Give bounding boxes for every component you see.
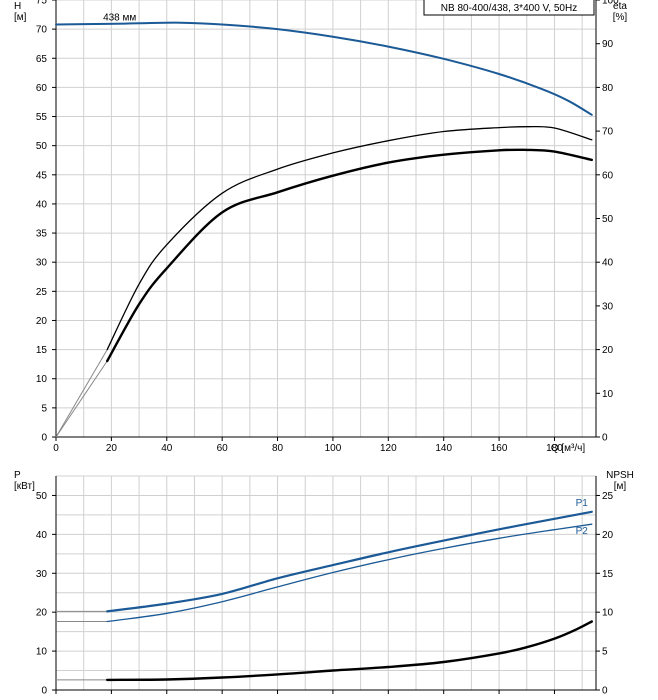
y-right-tick-label: 90: [602, 39, 614, 50]
y-tick-label: 0: [41, 686, 47, 697]
y-axis-title: H [м]: [14, 1, 27, 23]
x-tick-label: 60: [217, 443, 229, 454]
x-tick-label: 40: [161, 443, 173, 454]
y-tick-label: 40: [36, 199, 48, 210]
title-box: [423, 0, 595, 16]
chart-title: NB 80-400/438, 3*400 V, 50Hz: [441, 3, 577, 14]
y-tick-label: 75: [36, 0, 48, 7]
y-right-tick-label: 30: [602, 301, 614, 312]
y-tick-label: 20: [36, 316, 48, 327]
y-tick-label: 50: [36, 141, 48, 152]
y-right-tick-label: 40: [602, 258, 614, 269]
y-right-tick-label: 15: [602, 569, 614, 580]
y-tick-label: 10: [36, 374, 48, 385]
y-tick-label: 30: [36, 569, 48, 580]
y-tick-label: 55: [36, 112, 48, 123]
y-tick-label: 50: [36, 491, 48, 502]
y-right-tick-label: 0: [602, 433, 608, 444]
series-line: [106, 620, 593, 682]
axis-labels: 0510152025303540455055606570750102030405…: [14, 0, 634, 697]
y-right-tick-label: 70: [602, 127, 614, 138]
x-tick-label: 140: [435, 443, 452, 454]
x-tick-label: 120: [380, 443, 397, 454]
series-line: [106, 148, 593, 363]
y-right-tick-label: 60: [602, 170, 614, 181]
x-tick-label: 20: [106, 443, 118, 454]
y-right-axis-title: eta [%]: [613, 1, 628, 23]
y-tick-label: 60: [36, 83, 48, 94]
y-right-tick-label: 5: [602, 647, 608, 658]
series-extension: [55, 349, 108, 438]
y-tick-label: 40: [36, 530, 48, 541]
head-efficiency-grid: [52, 0, 600, 441]
series-line: [106, 510, 593, 613]
y-tick-label: 65: [36, 54, 48, 65]
y-tick-label: 35: [36, 229, 48, 240]
y-right-axis-title: NPSH [м]: [606, 470, 634, 492]
x-tick-label: 0: [53, 443, 59, 454]
series-line: [106, 523, 593, 623]
y-right-tick-label: 20: [602, 530, 614, 541]
x-axis-title: Q [м³/ч]: [551, 443, 586, 454]
series-line: [55, 21, 593, 116]
y-axis-title: P [кВт]: [14, 470, 35, 492]
y-tick-label: 10: [36, 647, 48, 658]
series-line: [106, 125, 593, 351]
y-tick-label: 25: [36, 287, 48, 298]
y-right-tick-label: 25: [602, 491, 614, 502]
y-tick-label: 70: [36, 25, 48, 36]
series-label: P1: [576, 498, 589, 509]
x-tick-label: 100: [325, 443, 342, 454]
y-tick-label: 30: [36, 258, 48, 269]
y-tick-label: 0: [41, 433, 47, 444]
x-tick-label: 180: [546, 443, 563, 454]
x-tick-label: 80: [272, 443, 284, 454]
y-tick-label: 45: [36, 170, 48, 181]
series-label: P2: [576, 526, 589, 537]
y-tick-label: 15: [36, 345, 48, 356]
y-right-tick-label: 80: [602, 83, 614, 94]
y-right-tick-label: 0: [602, 686, 608, 697]
curve-annotation: 438 мм: [103, 12, 136, 23]
series-extension: [55, 360, 108, 438]
y-right-tick-label: 100: [602, 0, 619, 7]
y-tick-label: 20: [36, 608, 48, 619]
y-right-tick-label: 50: [602, 214, 614, 225]
x-tick-label: 160: [491, 443, 508, 454]
series-lines: [55, 21, 593, 682]
y-right-tick-label: 10: [602, 389, 614, 400]
power-npsh-grid: [52, 475, 600, 694]
y-tick-label: 5: [41, 403, 47, 414]
y-right-tick-label: 10: [602, 608, 614, 619]
y-right-tick-label: 20: [602, 345, 614, 356]
